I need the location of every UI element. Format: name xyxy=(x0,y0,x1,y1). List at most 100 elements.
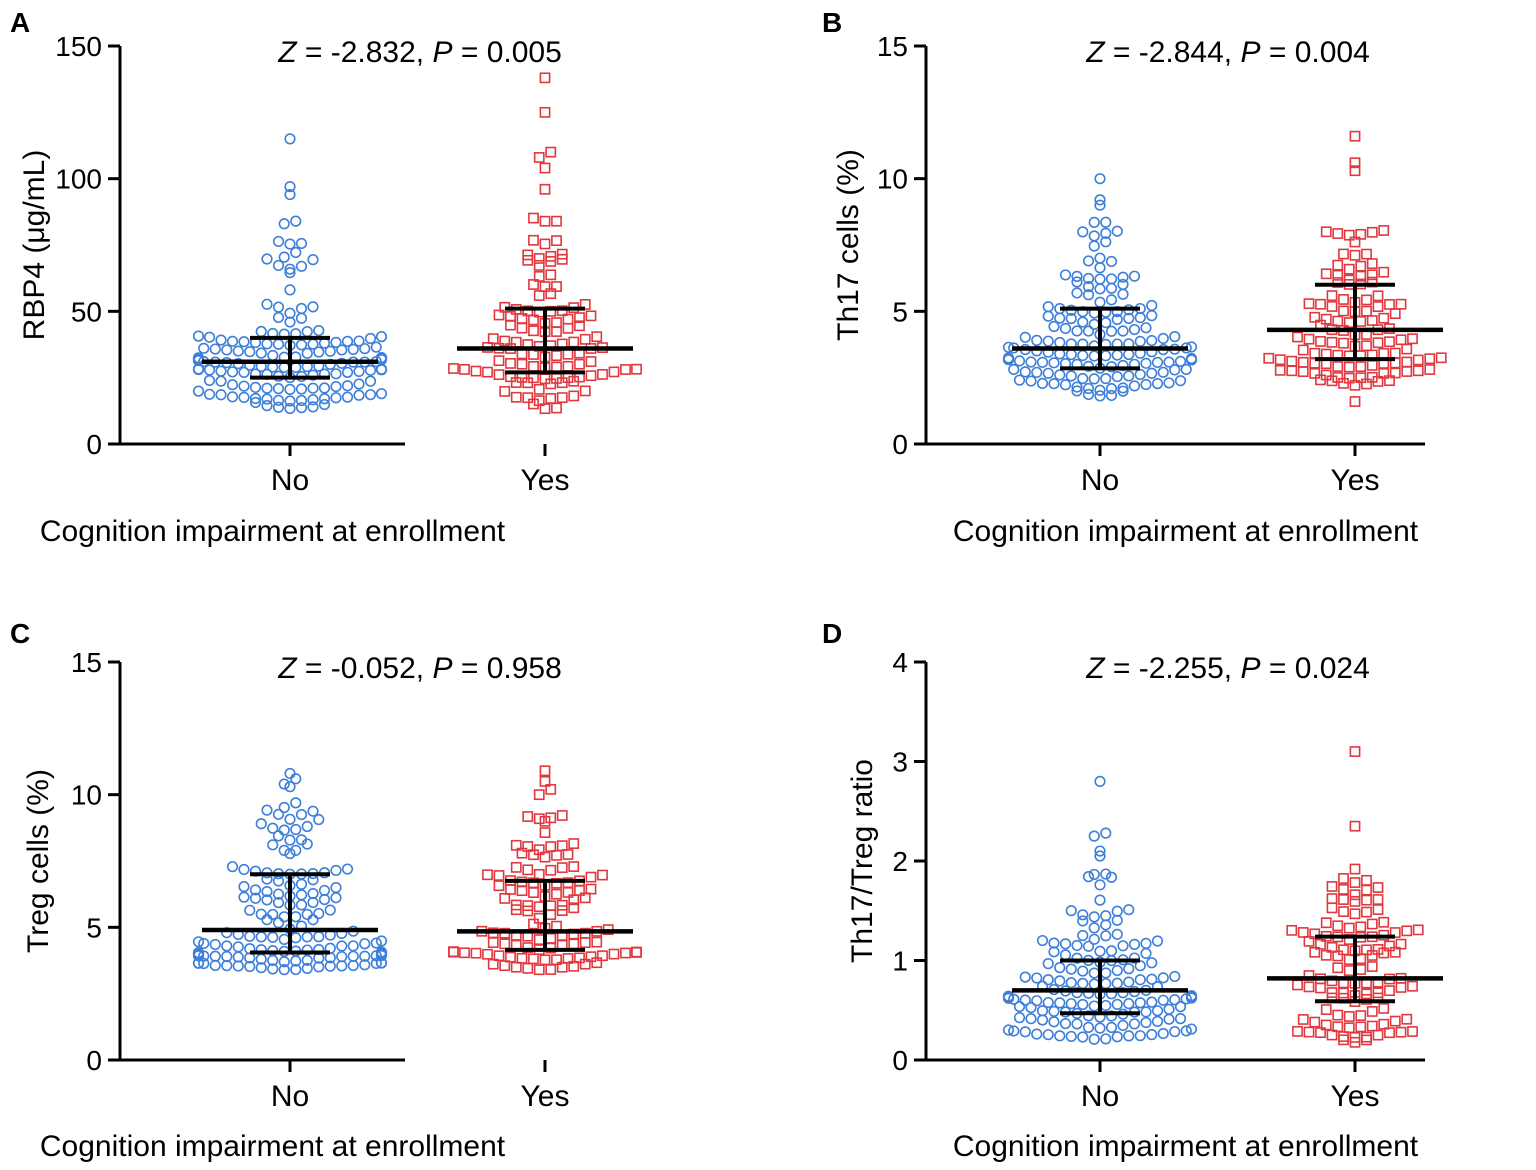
data-point xyxy=(1140,378,1152,391)
data-point xyxy=(209,959,221,972)
data-point xyxy=(1157,366,1169,378)
data-point xyxy=(568,390,580,402)
data-point xyxy=(1059,322,1072,335)
data-point xyxy=(493,880,505,892)
data-point xyxy=(1315,298,1326,310)
data-point xyxy=(533,901,545,913)
data-point xyxy=(336,344,348,356)
data-point xyxy=(1349,877,1361,888)
y-tick-label: 10 xyxy=(877,164,908,195)
data-point xyxy=(226,335,239,347)
data-point xyxy=(1042,367,1054,379)
data-point xyxy=(209,343,221,355)
data-point xyxy=(1332,372,1344,383)
data-point xyxy=(1071,276,1083,288)
data-point xyxy=(1123,348,1135,361)
data-point xyxy=(448,363,459,374)
data-point xyxy=(1019,366,1031,378)
data-point xyxy=(1366,315,1378,326)
data-point xyxy=(1343,1022,1355,1034)
data-point xyxy=(192,385,205,397)
data-point xyxy=(539,183,551,195)
data-point xyxy=(284,181,296,193)
data-point xyxy=(1332,277,1344,288)
data-point xyxy=(1088,978,1100,990)
data-point xyxy=(226,379,239,391)
data-point xyxy=(1315,374,1326,386)
data-point xyxy=(284,402,296,415)
data-point xyxy=(1355,372,1367,384)
data-point xyxy=(551,954,562,966)
data-point xyxy=(1128,938,1141,950)
data-point xyxy=(1146,1029,1158,1041)
data-point xyxy=(528,279,539,290)
data-point xyxy=(278,778,290,790)
data-point xyxy=(1105,871,1118,883)
data-point xyxy=(556,305,568,317)
data-point xyxy=(203,374,216,387)
data-point xyxy=(1372,301,1384,312)
data-point xyxy=(1036,377,1049,390)
data-point xyxy=(1100,967,1112,979)
data-point xyxy=(1082,940,1095,952)
data-point xyxy=(551,849,562,861)
series-yes xyxy=(1263,130,1447,407)
data-point xyxy=(499,938,511,950)
data-point xyxy=(1315,1027,1326,1039)
data-point xyxy=(1088,830,1100,842)
data-point xyxy=(1036,934,1049,947)
y-tick-label: 100 xyxy=(55,164,102,195)
data-point xyxy=(255,908,267,920)
data-point xyxy=(493,309,505,321)
data-point xyxy=(1157,994,1169,1006)
data-point xyxy=(493,355,505,367)
data-point xyxy=(528,212,539,224)
data-point xyxy=(1054,997,1066,1009)
data-point xyxy=(487,333,499,345)
data-point xyxy=(1128,323,1141,336)
data-point xyxy=(249,381,262,393)
data-point xyxy=(1117,987,1129,999)
data-point xyxy=(585,356,597,367)
data-point xyxy=(295,237,308,250)
data-point xyxy=(1088,933,1100,945)
data-point xyxy=(1326,893,1338,904)
x-tick-label: Yes xyxy=(521,1080,570,1113)
data-point xyxy=(1389,946,1401,958)
stat-p-value: = 0.005 xyxy=(453,36,562,69)
data-point xyxy=(539,215,551,227)
data-point xyxy=(278,824,290,836)
data-point xyxy=(1123,998,1135,1010)
data-point xyxy=(278,844,290,856)
data-point xyxy=(1105,282,1118,294)
data-point xyxy=(533,152,545,163)
data-point xyxy=(1065,370,1077,382)
data-point xyxy=(505,310,516,322)
data-point xyxy=(510,904,522,916)
x-tick-label: Yes xyxy=(1331,1080,1380,1113)
y-tick-label: 1 xyxy=(892,946,908,977)
data-point xyxy=(1054,1030,1066,1042)
data-point xyxy=(1146,367,1158,379)
data-point xyxy=(1077,977,1089,990)
data-point xyxy=(545,900,557,912)
data-point xyxy=(574,358,585,370)
data-point xyxy=(324,960,336,972)
data-point xyxy=(1111,349,1123,361)
y-tick-label: 0 xyxy=(892,1045,908,1076)
data-point xyxy=(528,953,539,965)
y-tick-label: 15 xyxy=(877,31,908,62)
series-no xyxy=(1002,775,1198,1045)
data-point xyxy=(313,813,325,826)
series-no xyxy=(192,133,388,415)
data-point xyxy=(1008,363,1020,376)
stat-p-value: = 0.004 xyxy=(1261,36,1370,69)
data-point xyxy=(375,388,388,400)
data-point xyxy=(1082,1010,1095,1022)
data-point xyxy=(1088,1000,1100,1012)
data-point xyxy=(551,888,562,900)
data-point xyxy=(510,839,522,851)
data-point xyxy=(1077,909,1089,921)
data-point xyxy=(1366,258,1378,269)
data-point xyxy=(295,394,308,407)
